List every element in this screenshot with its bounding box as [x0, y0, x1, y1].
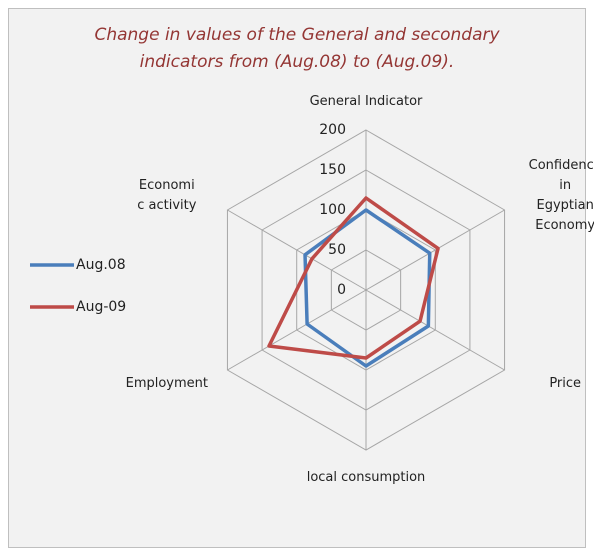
axis-label: Employment — [125, 376, 209, 391]
r-tick-label: 50 — [328, 242, 346, 258]
r-tick-label: 200 — [319, 122, 346, 138]
spoke — [227, 209, 367, 291]
chart-title: Change in values of the General and seco… — [94, 25, 500, 72]
axis-label: local consumption — [306, 470, 426, 485]
axis-label: General Indicator — [309, 94, 423, 109]
series-line — [267, 196, 440, 360]
series-line — [303, 208, 432, 368]
r-tick-label: 0 — [337, 282, 346, 298]
spoke — [365, 289, 505, 371]
r-tick-label: 100 — [319, 202, 346, 218]
r-tick-label: 150 — [319, 162, 346, 178]
axis-label: Economi c activity — [137, 178, 197, 213]
legend-label: Aug.08 — [76, 257, 126, 273]
spoke — [365, 209, 505, 291]
spoke — [227, 289, 367, 371]
axis-label: Confidence in Egyptian Economy — [528, 158, 594, 233]
legend-label: Aug-09 — [76, 299, 126, 315]
axis-label: Price — [549, 376, 582, 391]
